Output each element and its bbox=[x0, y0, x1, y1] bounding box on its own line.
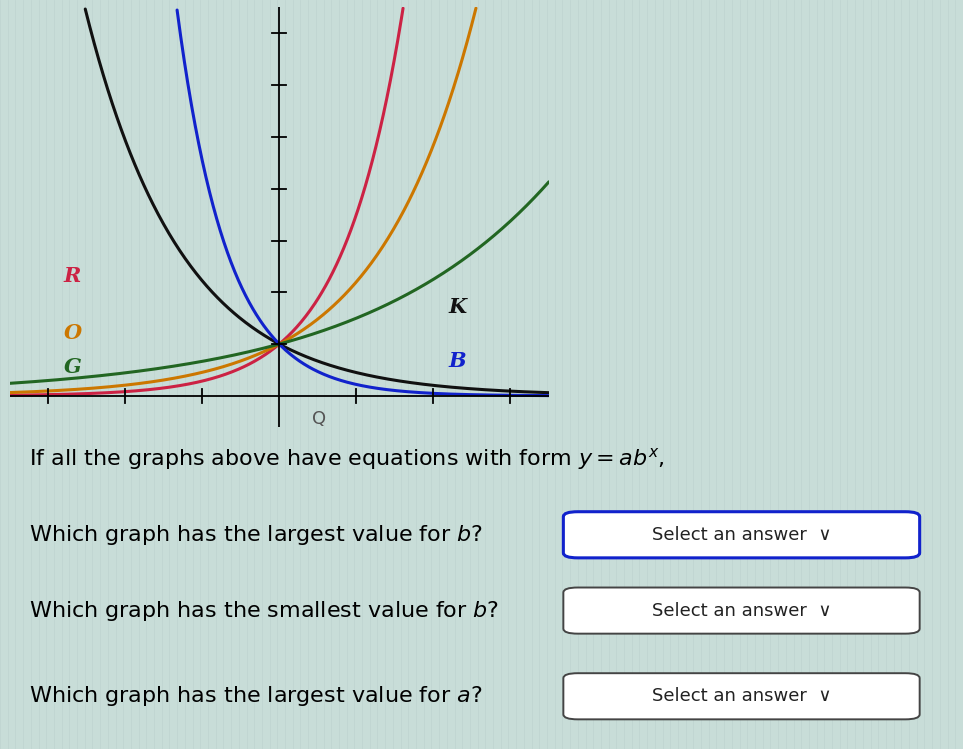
Text: Which graph has the largest value for $a$?: Which graph has the largest value for $a… bbox=[29, 685, 482, 709]
Text: K: K bbox=[449, 297, 467, 317]
Text: Which graph has the smallest value for $b$?: Which graph has the smallest value for $… bbox=[29, 598, 499, 622]
Text: Select an answer  ∨: Select an answer ∨ bbox=[652, 526, 831, 544]
Text: R: R bbox=[64, 266, 81, 286]
FancyBboxPatch shape bbox=[563, 673, 920, 719]
Text: If all the graphs above have equations with form $y = ab^x$,: If all the graphs above have equations w… bbox=[29, 446, 664, 472]
Text: Which graph has the largest value for $b$?: Which graph has the largest value for $b… bbox=[29, 523, 482, 547]
Text: Select an answer  ∨: Select an answer ∨ bbox=[652, 688, 831, 706]
Text: O: O bbox=[64, 323, 82, 343]
Text: G: G bbox=[64, 357, 82, 377]
Text: Select an answer  ∨: Select an answer ∨ bbox=[652, 601, 831, 619]
FancyBboxPatch shape bbox=[563, 587, 920, 634]
Text: Q: Q bbox=[312, 410, 326, 428]
Text: B: B bbox=[449, 351, 466, 372]
FancyBboxPatch shape bbox=[563, 512, 920, 558]
